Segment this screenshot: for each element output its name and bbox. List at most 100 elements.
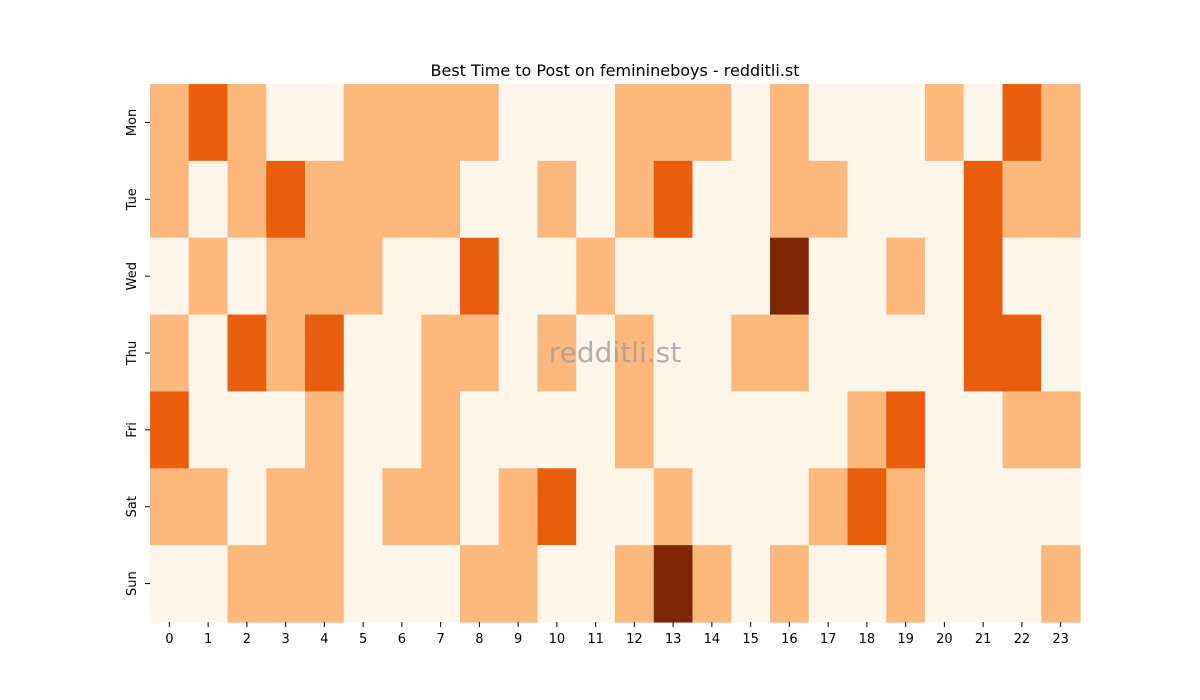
heatmap-cell-tue-9: [498, 160, 539, 239]
heatmap-cell-tue-19: [886, 160, 926, 239]
heatmap-cell-thu-2: [227, 314, 267, 393]
heatmap-cell-sun-15: [731, 545, 771, 623]
heatmap-cell-sat-20: [925, 468, 965, 546]
heatmap-cell-mon-12: [615, 84, 655, 162]
heatmap-cell-sun-11: [576, 545, 616, 623]
heatmap-cell-wed-19: [886, 237, 926, 316]
heatmap-cell-sat-22: [1002, 468, 1042, 546]
heatmap-cell-sun-8: [460, 545, 500, 623]
heatmap-cell-tue-21: [963, 160, 1004, 239]
heatmap-cell-thu-9: [498, 314, 539, 393]
heatmap-cell-thu-10: [537, 314, 577, 393]
heatmap-cell-tue-16: [770, 160, 810, 239]
heatmap-cell-sun-23: [1041, 545, 1081, 623]
heatmap-cell-wed-0: [150, 237, 190, 316]
y-tick-label: Tue: [125, 188, 140, 211]
heatmap-cell-thu-21: [963, 314, 1004, 393]
heatmap-cell-sat-19: [886, 468, 926, 546]
heatmap-cell-thu-7: [421, 314, 461, 393]
heatmap-cell-wed-17: [808, 237, 849, 316]
heatmap-cell-tue-8: [460, 160, 500, 239]
heatmap-cell-sun-18: [847, 545, 887, 623]
heatmap-cell-fri-2: [227, 391, 267, 469]
heatmap-cell-thu-13: [653, 314, 694, 393]
heatmap-cell-wed-11: [576, 237, 616, 316]
heatmap-cell-thu-22: [1002, 314, 1042, 393]
heatmap-cell-thu-16: [770, 314, 810, 393]
heatmap-cell-sun-1: [188, 545, 229, 623]
heatmap-cell-fri-20: [925, 391, 965, 469]
heatmap-cell-mon-19: [886, 84, 926, 162]
x-tick-label: 7: [436, 632, 444, 647]
heatmap-cell-wed-20: [925, 237, 965, 316]
y-axis: Mon Tue Wed Thu Fri Sat Sun: [125, 109, 150, 596]
heatmap-cell-tue-4: [305, 160, 345, 239]
heatmap-cell-thu-6: [382, 314, 422, 393]
heatmap-cell-sun-17: [808, 545, 849, 623]
heatmap-cell-thu-11: [576, 314, 616, 393]
heatmap-cell-mon-14: [692, 84, 732, 162]
heatmap-cell-tue-7: [421, 160, 461, 239]
heatmap-cell-thu-0: [150, 314, 190, 393]
heatmap-cell-sun-22: [1002, 545, 1042, 623]
heatmap-cell-sat-16: [770, 468, 810, 546]
heatmap-cell-fri-13: [653, 391, 694, 469]
heatmap-cell-fri-0: [150, 391, 190, 469]
heatmap-cell-sat-1: [188, 468, 229, 546]
heatmap-cell-tue-10: [537, 160, 577, 239]
heatmap-cell-wed-1: [188, 237, 229, 316]
y-tick-label: Sun: [125, 571, 140, 596]
heatmap-cell-sat-8: [460, 468, 500, 546]
heatmap-cell-thu-20: [925, 314, 965, 393]
y-tick-label: Mon: [125, 109, 140, 136]
x-tick-label: 11: [587, 632, 604, 647]
heatmap-cell-mon-20: [925, 84, 965, 162]
heatmap-cell-sat-5: [343, 468, 384, 546]
heatmap-cell-tue-11: [576, 160, 616, 239]
y-tick-label: Wed: [125, 262, 140, 290]
x-tick-label: 8: [475, 632, 483, 647]
heatmap-cell-tue-1: [188, 160, 229, 239]
y-tick-label: Fri: [125, 422, 140, 438]
heatmap-cell-fri-6: [382, 391, 422, 469]
heatmap-cell-mon-3: [266, 84, 306, 162]
x-tick-label: 5: [359, 632, 367, 647]
heatmap-cell-mon-4: [305, 84, 345, 162]
heatmap-cell-fri-22: [1002, 391, 1042, 469]
heatmap-cell-wed-8: [460, 237, 500, 316]
heatmap-cell-wed-3: [266, 237, 306, 316]
heatmap-cell-fri-18: [847, 391, 887, 469]
heatmap-cell-sun-14: [692, 545, 732, 623]
heatmap-cell-thu-19: [886, 314, 926, 393]
heatmap-cell-thu-8: [460, 314, 500, 393]
heatmap-cell-sat-18: [847, 468, 887, 546]
x-tick-label: 20: [936, 632, 953, 647]
heatmap-cell-sun-19: [886, 545, 926, 623]
heatmap-cell-mon-9: [498, 84, 539, 162]
y-tick-label: Sat: [125, 496, 140, 517]
heatmap-cell-sat-10: [537, 468, 577, 546]
heatmap-cell-mon-23: [1041, 84, 1081, 162]
x-tick-label: 4: [320, 632, 328, 647]
x-tick-label: 22: [1014, 632, 1031, 647]
heatmap-cell-mon-8: [460, 84, 500, 162]
heatmap-cell-mon-6: [382, 84, 422, 162]
heatmap-cell-mon-10: [537, 84, 577, 162]
heatmap-cell-tue-2: [227, 160, 267, 239]
x-tick-label: 1: [204, 632, 212, 647]
heatmap-cell-fri-4: [305, 391, 345, 469]
heatmap-cell-fri-21: [963, 391, 1004, 469]
heatmap-cell-thu-15: [731, 314, 771, 393]
heatmap-cell-mon-15: [731, 84, 771, 162]
watermark: redditli.st: [549, 336, 681, 369]
heatmap-cell-fri-14: [692, 391, 732, 469]
heatmap-cell-wed-16: [770, 237, 810, 316]
heatmap-cell-wed-14: [692, 237, 732, 316]
heatmap-cell-sat-4: [305, 468, 345, 546]
y-tick-label: Thu: [125, 341, 140, 366]
heatmap-cell-sat-9: [498, 468, 539, 546]
x-tick-label: 23: [1052, 632, 1069, 647]
heatmap-cell-sat-11: [576, 468, 616, 546]
x-axis: 0 1 2 3 4 5 6 7 8 9 10 11 12 13 14 15 16 17 18 19 20 21 22 23: [165, 622, 1069, 647]
x-tick-label: 18: [859, 632, 876, 647]
